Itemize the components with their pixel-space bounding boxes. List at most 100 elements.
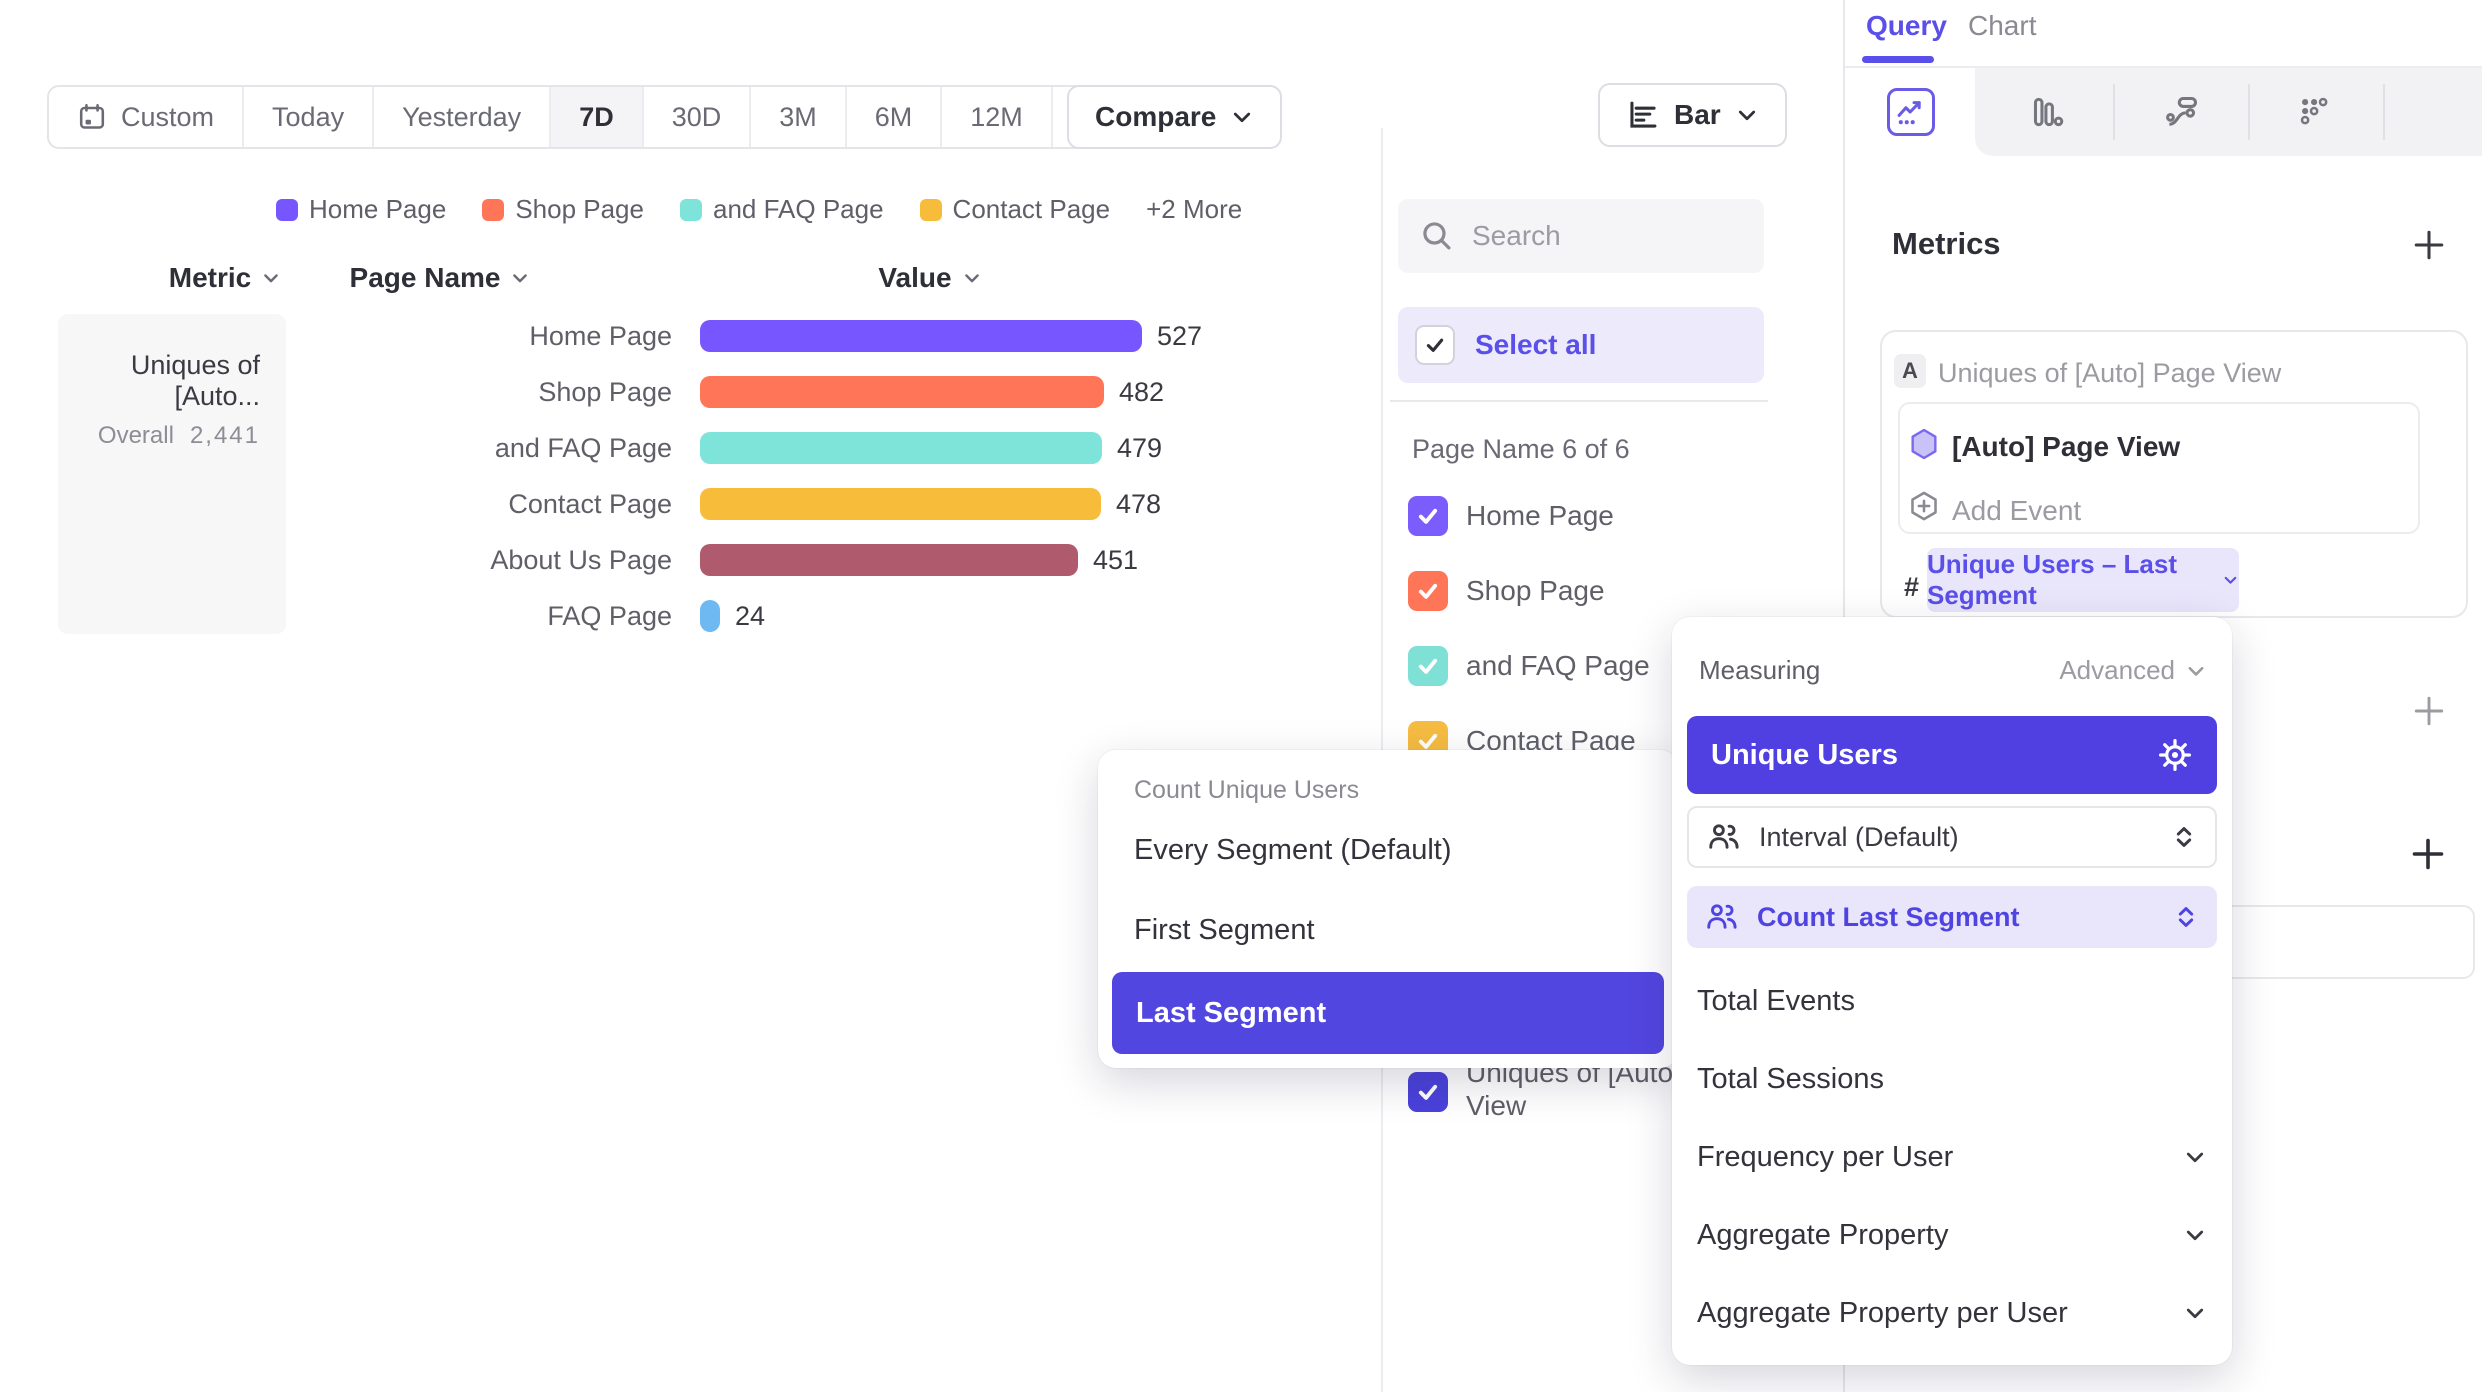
- segment-row[interactable]: Shop Page: [1408, 571, 1605, 611]
- metric-badge: A: [1894, 354, 1926, 388]
- segment-row[interactable]: and FAQ Page: [1408, 646, 1650, 686]
- divider: [2383, 84, 2385, 140]
- date-range-custom[interactable]: Custom: [49, 87, 245, 147]
- select-all-checkbox[interactable]: [1415, 325, 1455, 365]
- bar-row: 479: [700, 432, 1162, 464]
- date-range-label: Custom: [121, 101, 215, 132]
- metric-column-header[interactable]: Metric: [140, 262, 310, 294]
- check-icon: [1418, 583, 1438, 599]
- tab-retention[interactable]: [2297, 94, 2333, 130]
- line-chart-icon: [1897, 101, 1921, 125]
- tab-flows[interactable]: [2164, 94, 2200, 130]
- metric-card-name: Uniques of [Auto] Page View: [1938, 358, 2282, 388]
- active-tab-underline: [1862, 56, 1934, 63]
- legend-swatch: [919, 198, 942, 221]
- legend-item[interactable]: Home Page: [276, 194, 446, 225]
- gear-icon[interactable]: [2157, 737, 2193, 773]
- segment-checkbox[interactable]: [1408, 496, 1448, 536]
- menu-item-total-sessions[interactable]: Total Sessions: [1697, 1062, 1884, 1095]
- add-metric-button[interactable]: [2412, 228, 2446, 262]
- bar-row: 478: [700, 488, 1161, 520]
- date-range-yesterday[interactable]: Yesterday: [374, 87, 552, 147]
- row-label: Shop Page: [538, 377, 672, 407]
- add-event-label[interactable]: Add Event: [1952, 495, 2082, 526]
- stepper-icon[interactable]: [2173, 904, 2199, 930]
- bar-value: 479: [1117, 432, 1163, 463]
- bar-value: 482: [1119, 376, 1165, 407]
- menu-item-last-segment[interactable]: Last Segment: [1112, 972, 1664, 1054]
- tab-query[interactable]: Query: [1866, 10, 1947, 41]
- date-range-12m[interactable]: 12M: [942, 87, 1053, 147]
- segment-row[interactable]: Home Page: [1408, 496, 1614, 536]
- event-name[interactable]: [Auto] Page View: [1952, 431, 2181, 462]
- segment-checkbox[interactable]: [1408, 1072, 1448, 1112]
- tab-insights[interactable]: [1887, 88, 1935, 136]
- chevron-down-icon: [1234, 112, 1251, 123]
- divider: [1390, 400, 1768, 402]
- metric-overall-value: 2,441: [189, 422, 260, 449]
- value-bar[interactable]: [700, 376, 1104, 408]
- add-filter-button[interactable]: [2412, 694, 2446, 728]
- date-range-3m[interactable]: 3M: [751, 87, 847, 147]
- value-bar[interactable]: [700, 600, 720, 632]
- menu-item-frequency-per-user[interactable]: Frequency per User: [1687, 1118, 2217, 1196]
- legend-item[interactable]: Contact Page: [919, 194, 1110, 225]
- chevron-down-icon: [513, 274, 528, 283]
- add-breakdown-button[interactable]: [2410, 836, 2446, 872]
- legend-swatch: [276, 198, 298, 221]
- divider: [2113, 84, 2115, 140]
- value-bar[interactable]: [700, 432, 1102, 464]
- advanced-dropdown[interactable]: Advanced: [2059, 655, 2207, 686]
- measure-pill[interactable]: Unique Users – Last Segment: [1927, 548, 2239, 612]
- legend-item[interactable]: Shop Page: [482, 194, 644, 225]
- menu-item-unique-users[interactable]: Unique Users: [1687, 716, 2217, 794]
- measuring-title: Measuring: [1699, 655, 1821, 685]
- bar-chart-icon: [1630, 101, 1657, 128]
- count-last-segment-selector[interactable]: Count Last Segment: [1687, 886, 2217, 948]
- check-icon: [1418, 733, 1438, 749]
- stepper-icon[interactable]: [2171, 824, 2197, 850]
- tab-chart[interactable]: Chart: [1968, 10, 2037, 41]
- tab-funnels[interactable]: [2029, 94, 2065, 130]
- select-all-row[interactable]: Select all: [1398, 307, 1764, 383]
- menu-item-every-segment[interactable]: Every Segment (Default): [1134, 834, 1452, 866]
- chevron-down-icon: [1738, 110, 1755, 121]
- value-bar[interactable]: [700, 488, 1101, 520]
- value-column-header[interactable]: Value: [840, 262, 1020, 294]
- page-name-column-header[interactable]: Page Name: [330, 262, 550, 294]
- metric-summary-card[interactable]: Uniques of [Auto... Overall 2,441: [58, 314, 286, 634]
- interval-selector[interactable]: Interval (Default): [1687, 806, 2217, 868]
- legend-swatch: [482, 198, 505, 221]
- date-range-6m[interactable]: 6M: [847, 87, 943, 147]
- bar-row: 527: [700, 320, 1202, 352]
- menu-item-total-events[interactable]: Total Events: [1697, 984, 1855, 1017]
- legend-item[interactable]: and FAQ Page: [679, 194, 884, 225]
- legend-swatch: [679, 198, 702, 221]
- segment-checkbox[interactable]: [1408, 646, 1448, 686]
- bar-value: 527: [1157, 320, 1203, 351]
- segment-search[interactable]: Search: [1398, 199, 1764, 273]
- calendar-icon: [79, 104, 105, 129]
- chart-type-dropdown[interactable]: Bar: [1598, 83, 1787, 147]
- menu-item-aggregate-property[interactable]: Aggregate Property: [1687, 1196, 2217, 1274]
- metric-name: Uniques of [Auto...: [130, 350, 260, 411]
- row-label: About Us Page: [490, 545, 672, 575]
- value-bar[interactable]: [700, 320, 1142, 352]
- measuring-options: Total Events Total Sessions Frequency pe…: [1687, 962, 2217, 1352]
- popup-title: Count Unique Users: [1134, 776, 1360, 804]
- row-label: FAQ Page: [547, 601, 672, 631]
- add-event-icon[interactable]: [1908, 490, 1940, 522]
- bar-value: 478: [1116, 488, 1162, 519]
- menu-item-first-segment[interactable]: First Segment: [1134, 914, 1315, 946]
- users-icon: [1707, 904, 1737, 929]
- value-bar[interactable]: [700, 544, 1078, 576]
- divider: [2248, 84, 2250, 140]
- legend-more[interactable]: +2 More: [1146, 194, 1243, 224]
- menu-item-aggregate-property-per-user[interactable]: Aggregate Property per User: [1687, 1274, 2217, 1352]
- report-type-tabs: [1845, 68, 2482, 156]
- date-range-today[interactable]: Today: [244, 87, 375, 147]
- compare-button[interactable]: Compare: [1067, 85, 1283, 149]
- date-range-7d[interactable]: 7D: [551, 87, 644, 147]
- segment-checkbox[interactable]: [1408, 571, 1448, 611]
- date-range-30d[interactable]: 30D: [644, 87, 752, 147]
